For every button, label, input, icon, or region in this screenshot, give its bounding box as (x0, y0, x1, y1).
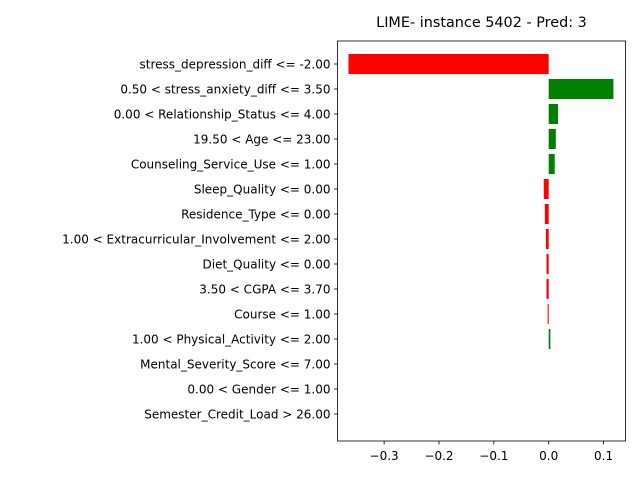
chart-title: LIME- instance 5402 - Pred: 3 (376, 15, 587, 31)
y-tick-label: 0.00 < Relationship_Status <= 4.00 (114, 108, 331, 122)
y-tick-label: Semester_Credit_Load > 26.00 (144, 408, 330, 422)
y-tick-label: Mental_Severity_Score <= 7.00 (140, 358, 330, 372)
bar (547, 304, 549, 324)
y-tick-label: 0.50 < stress_anxiety_diff <= 3.50 (120, 83, 330, 97)
y-tick-label: Course <= 1.00 (234, 308, 330, 322)
y-tick-label: Diet_Quality <= 0.00 (203, 258, 331, 272)
bar (548, 329, 551, 349)
bar (548, 79, 614, 99)
bar (548, 154, 555, 174)
x-tick-label: 0.0 (539, 449, 558, 463)
y-tick-label: Sleep_Quality <= 0.00 (194, 183, 331, 197)
x-tick-label: 0.1 (594, 449, 613, 463)
plot-frame (337, 40, 626, 442)
y-tick-label: 1.00 < Extracurricular_Involvement <= 2.… (62, 233, 330, 247)
bar (546, 279, 549, 299)
y-tick-label: Counseling_Service_Use <= 1.00 (131, 158, 331, 172)
x-axis: −0.3 −0.2 −0.1 0.0 0.1 (370, 441, 613, 463)
bar (348, 54, 549, 74)
y-tick-label: stress_depression_diff <= -2.00 (140, 58, 331, 72)
x-tick-label: −0.3 (370, 449, 399, 463)
bar (545, 229, 549, 249)
bar (544, 204, 549, 224)
bar (546, 254, 549, 274)
y-tick-label: 1.00 < Physical_Activity <= 2.00 (132, 333, 331, 347)
y-tick-label: 19.50 < Age <= 23.00 (193, 133, 330, 147)
x-tick-label: −0.1 (479, 449, 508, 463)
bar (543, 179, 549, 199)
bar (548, 129, 556, 149)
y-tick-label: Residence_Type <= 0.00 (181, 208, 330, 222)
y-axis: stress_depression_diff <= -2.00 0.50 < st… (62, 58, 338, 422)
x-tick-label: −0.2 (424, 449, 453, 463)
bars-group (348, 54, 614, 349)
y-tick-label: 3.50 < CGPA <= 3.70 (199, 283, 330, 297)
bar (548, 104, 559, 124)
y-tick-label: 0.00 < Gender <= 1.00 (187, 383, 330, 397)
